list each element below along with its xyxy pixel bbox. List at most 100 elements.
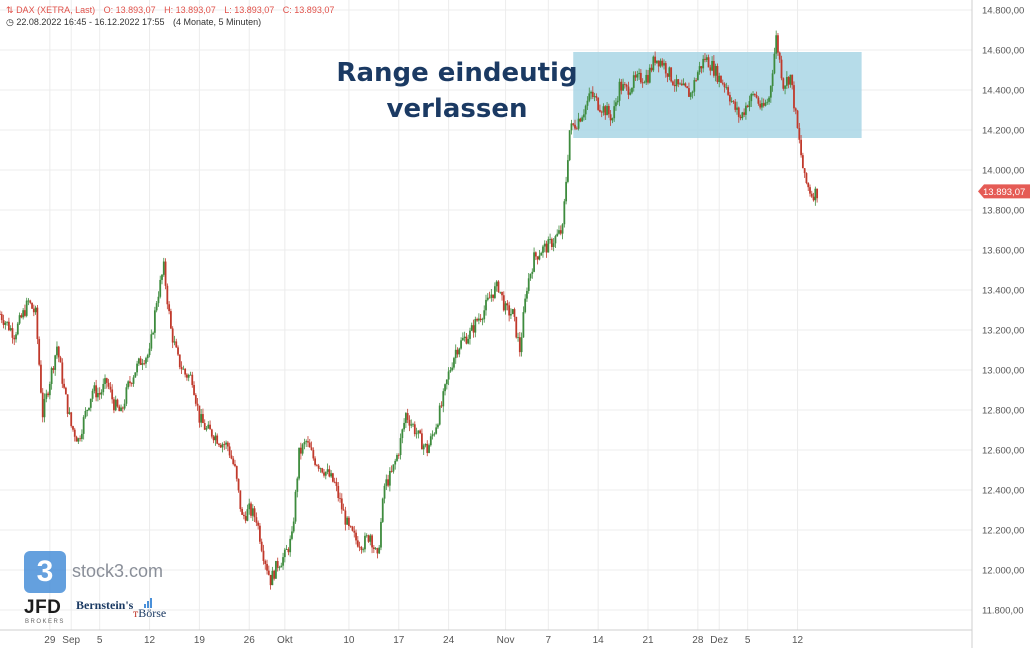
candle-body [622, 84, 624, 91]
candle-body [456, 349, 459, 355]
candle-body [296, 478, 299, 492]
candle-body [520, 337, 523, 353]
candle-body [401, 429, 404, 439]
candle-body [380, 521, 382, 548]
candle-body [242, 514, 245, 517]
candle-body [225, 442, 227, 445]
candle-body [170, 311, 172, 329]
candle-body [421, 433, 423, 450]
candle-body [526, 290, 528, 299]
candle-body [8, 321, 10, 331]
candle-body [775, 35, 778, 54]
y-tick-label: 14.400,00 [982, 86, 1024, 97]
y-tick-label: 13.400,00 [982, 286, 1024, 297]
candle-body [627, 86, 630, 95]
y-tick-label: 14.000,00 [982, 166, 1024, 177]
candle-body [289, 538, 292, 553]
candle-body [638, 72, 640, 75]
candle-body [365, 535, 368, 537]
candle-body [568, 130, 571, 161]
candle-body [218, 443, 220, 445]
candle-body [283, 549, 286, 558]
y-tick-label: 13.800,00 [982, 206, 1024, 217]
candle-body [104, 378, 106, 384]
candle-body [32, 308, 35, 313]
candle-body [123, 403, 126, 409]
candle-body [517, 337, 519, 339]
candle-body [801, 155, 804, 169]
candle-body [244, 516, 247, 521]
candle-body [609, 114, 612, 121]
candle-body [403, 422, 406, 430]
candle-body [428, 445, 430, 453]
candle-body [675, 79, 678, 87]
candle-body [9, 328, 12, 331]
x-tick-label: Nov [497, 635, 515, 646]
candle-body [531, 271, 534, 274]
candle-body [761, 103, 763, 108]
candle-body [171, 328, 174, 343]
candle-body [623, 84, 626, 85]
candle-body [583, 114, 585, 118]
candle-body [157, 296, 160, 304]
candle-body [739, 116, 742, 119]
candle-body [572, 123, 575, 125]
candle-body [643, 82, 646, 84]
candle-body [173, 341, 176, 343]
candle-body [161, 274, 163, 280]
candle-body [216, 435, 219, 444]
candle-body [360, 547, 363, 550]
candle-body [413, 424, 416, 435]
candle-body [278, 567, 281, 569]
candle-body [488, 297, 491, 299]
candle-body [800, 139, 802, 156]
candle-body [187, 375, 190, 378]
candle-body [41, 392, 44, 418]
candle-body [63, 383, 65, 388]
candle-body [120, 407, 122, 412]
candle-body [495, 281, 498, 287]
ohlc-high: H: 13.893,07 [164, 5, 216, 15]
candle-body [663, 63, 665, 66]
candle-body [47, 393, 49, 396]
candle-body [707, 57, 710, 68]
candle-body [554, 236, 557, 244]
candle-body [166, 285, 169, 305]
candle-body [271, 570, 274, 586]
candle-body [745, 105, 747, 115]
candle-body [369, 535, 372, 542]
candle-body [20, 315, 23, 318]
candle-body [460, 340, 462, 349]
candle-body [506, 303, 509, 306]
candle-body [794, 108, 797, 111]
candle-body [2, 320, 5, 325]
candle-body [29, 300, 32, 303]
candle-body [720, 75, 722, 83]
candle-body [753, 93, 756, 96]
candle-body [599, 109, 601, 112]
candle-body [121, 407, 124, 409]
candle-body [812, 196, 815, 201]
candle-body [527, 278, 530, 291]
clock-icon: ◷ [6, 17, 14, 27]
candle-body [465, 336, 468, 344]
candle-body [570, 123, 573, 131]
candle-body [4, 322, 7, 325]
x-tick-label: 24 [443, 635, 455, 646]
candle-body [698, 66, 701, 73]
candle-body [615, 102, 617, 107]
x-tick-label: 5 [745, 635, 751, 646]
candle-body [388, 470, 391, 486]
candle-body [326, 469, 329, 472]
candle-body [636, 74, 639, 78]
candle-body [371, 535, 373, 548]
candle-body [793, 85, 795, 109]
candle-body [182, 368, 185, 370]
candle-body [54, 355, 57, 370]
candle-body [116, 399, 119, 407]
candle-body [453, 358, 455, 368]
candle-body [266, 564, 268, 571]
x-tick-label: 28 [692, 635, 704, 646]
